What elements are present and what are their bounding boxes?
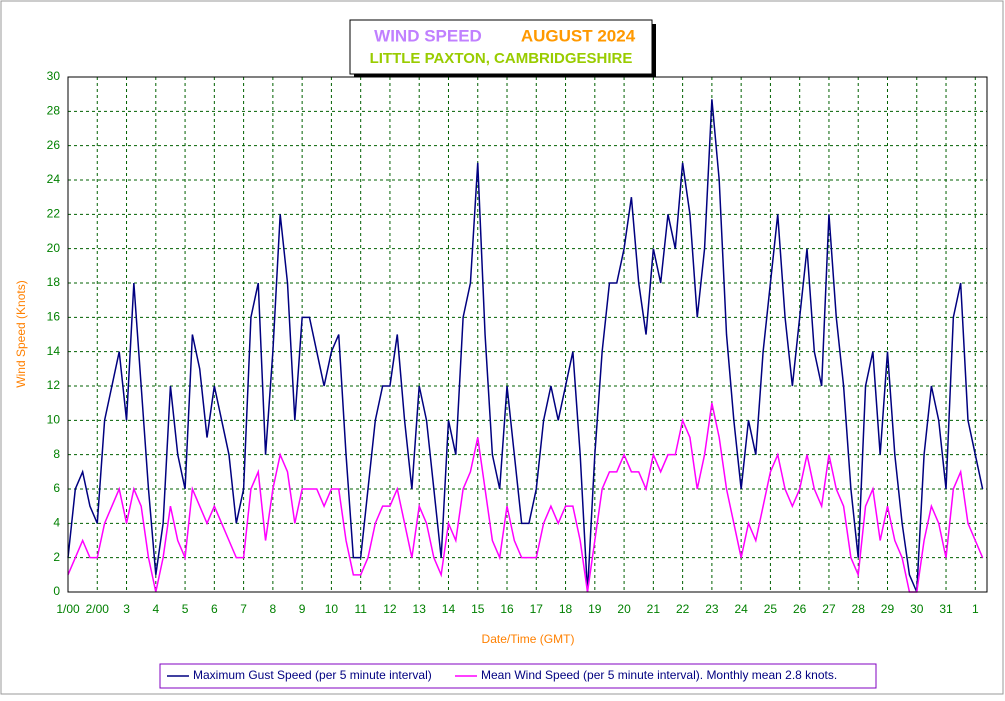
y-tick-label: 0 <box>53 584 60 598</box>
y-tick-label: 30 <box>47 69 61 83</box>
legend-label: Maximum Gust Speed (per 5 minute interva… <box>193 668 432 682</box>
series-line <box>67 99 984 593</box>
month-title: AUGUST 2024 <box>521 26 636 45</box>
y-tick-label: 26 <box>47 138 61 152</box>
x-tick-label: 23 <box>705 602 719 616</box>
x-tick-label: 11 <box>354 602 367 616</box>
y-tick-label: 22 <box>47 207 61 221</box>
x-tick-label: 28 <box>852 602 866 616</box>
y-tick-label: 18 <box>47 275 61 289</box>
x-tick-label: 16 <box>500 602 514 616</box>
x-tick-label: 8 <box>270 602 277 616</box>
x-tick-label: 7 <box>240 602 247 616</box>
x-tick-label: 4 <box>152 602 159 616</box>
y-tick-label: 24 <box>47 172 61 186</box>
x-tick-label: 27 <box>822 602 836 616</box>
plot-border <box>67 76 988 593</box>
y-tick-label: 8 <box>53 447 60 461</box>
series-line <box>67 403 984 593</box>
y-tick-label: 4 <box>53 516 60 530</box>
x-tick-label: 1/00 <box>56 602 80 616</box>
y-tick-label: 28 <box>47 104 61 118</box>
x-tick-label: 12 <box>383 602 397 616</box>
y-axis-title: Wind Speed (Knots) <box>14 280 28 387</box>
x-tick-label: 19 <box>588 602 602 616</box>
x-tick-label: 24 <box>734 602 748 616</box>
y-tick-label: 6 <box>53 481 60 495</box>
x-tick-label: 25 <box>764 602 778 616</box>
y-tick-label: 12 <box>47 378 61 392</box>
x-tick-label: 18 <box>559 602 573 616</box>
y-tick-label: 14 <box>47 344 61 358</box>
x-tick-label: 22 <box>676 602 690 616</box>
x-tick-label: 26 <box>793 602 807 616</box>
x-tick-label: 3 <box>123 602 130 616</box>
legend <box>159 663 877 689</box>
y-tick-label: 10 <box>47 413 61 427</box>
chart-title: WIND SPEED <box>374 26 482 45</box>
x-axis-title: Date/Time (GMT) <box>482 632 575 646</box>
legend-label: Mean Wind Speed (per 5 minute interval).… <box>481 668 837 682</box>
location-title: LITTLE PAXTON, CAMBRIDGESHIRE <box>370 50 633 67</box>
x-tick-label: 6 <box>211 602 218 616</box>
x-tick-label: 31 <box>939 602 953 616</box>
x-tick-label: 9 <box>299 602 306 616</box>
y-tick-label: 20 <box>47 241 61 255</box>
x-tick-label: 2/00 <box>86 602 110 616</box>
y-tick-label: 2 <box>53 550 60 564</box>
x-tick-label: 21 <box>647 602 661 616</box>
x-tick-label: 13 <box>413 602 427 616</box>
x-tick-label: 14 <box>442 602 456 616</box>
x-tick-label: 15 <box>471 602 485 616</box>
x-tick-label: 20 <box>617 602 631 616</box>
x-tick-label: 30 <box>910 602 924 616</box>
x-tick-label: 5 <box>182 602 189 616</box>
x-tick-label: 29 <box>881 602 895 616</box>
x-tick-label: 10 <box>325 602 339 616</box>
x-tick-label: 17 <box>530 602 544 616</box>
plot-area <box>68 77 987 592</box>
x-tick-label: 1 <box>972 602 979 616</box>
title-box <box>349 19 653 75</box>
y-tick-label: 16 <box>47 310 61 324</box>
